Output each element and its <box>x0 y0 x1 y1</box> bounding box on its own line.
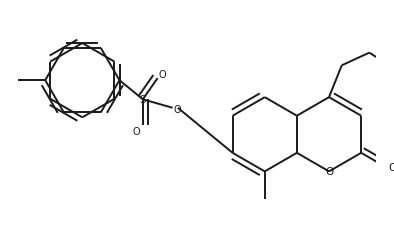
Text: O: O <box>325 167 333 177</box>
Text: S: S <box>139 95 146 105</box>
Text: O: O <box>158 70 166 79</box>
Text: O: O <box>174 104 182 114</box>
Text: O: O <box>388 162 394 172</box>
Text: O: O <box>133 126 140 137</box>
